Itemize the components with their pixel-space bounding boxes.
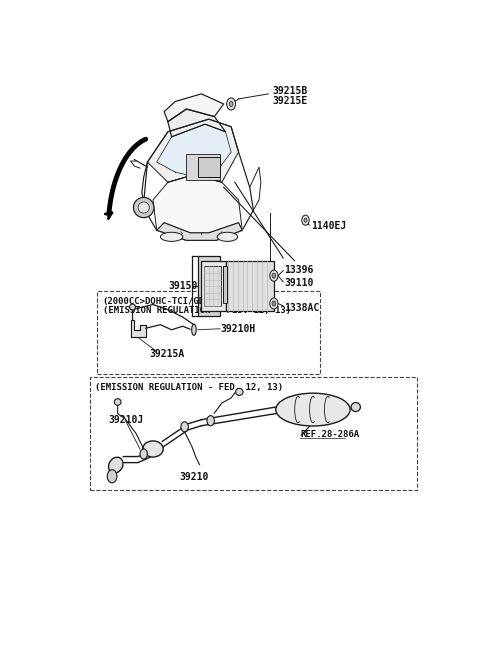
Circle shape xyxy=(270,298,278,309)
Polygon shape xyxy=(156,222,242,240)
Bar xyxy=(204,266,221,306)
Bar xyxy=(223,266,228,304)
Text: 39150: 39150 xyxy=(168,281,197,291)
Ellipse shape xyxy=(276,393,350,426)
Polygon shape xyxy=(156,124,231,177)
Ellipse shape xyxy=(236,388,243,396)
Circle shape xyxy=(272,301,276,306)
Ellipse shape xyxy=(351,403,360,411)
Circle shape xyxy=(270,270,278,281)
Circle shape xyxy=(229,102,233,106)
Text: (EMISSION REGULATION - FED. 12, 13): (EMISSION REGULATION - FED. 12, 13) xyxy=(103,306,291,315)
Text: (2000CC>DOHC-TCI/GDI): (2000CC>DOHC-TCI/GDI) xyxy=(103,297,216,306)
Ellipse shape xyxy=(160,232,183,241)
Circle shape xyxy=(181,422,188,432)
Text: 1140EJ: 1140EJ xyxy=(311,221,347,231)
Text: 39210H: 39210H xyxy=(220,324,255,334)
Circle shape xyxy=(140,449,147,459)
Bar xyxy=(202,260,226,311)
Text: 39215B: 39215B xyxy=(272,87,307,96)
Text: (EMISSION REGULATION - FED. 12, 13): (EMISSION REGULATION - FED. 12, 13) xyxy=(96,383,284,392)
Ellipse shape xyxy=(114,399,121,405)
Bar xyxy=(97,291,321,374)
Circle shape xyxy=(107,470,117,483)
Bar xyxy=(198,157,220,177)
Bar xyxy=(186,154,220,180)
Polygon shape xyxy=(168,109,226,137)
Circle shape xyxy=(302,215,309,225)
Circle shape xyxy=(272,273,276,278)
Ellipse shape xyxy=(130,304,135,310)
Polygon shape xyxy=(131,319,145,337)
Text: 39210: 39210 xyxy=(179,472,209,482)
Ellipse shape xyxy=(143,441,163,457)
Bar xyxy=(226,260,274,311)
Bar xyxy=(198,255,220,316)
Circle shape xyxy=(207,416,215,426)
Ellipse shape xyxy=(133,197,154,218)
Polygon shape xyxy=(153,174,242,240)
Circle shape xyxy=(304,218,307,222)
Text: 39210J: 39210J xyxy=(108,415,144,425)
Ellipse shape xyxy=(138,202,149,213)
Text: 39215A: 39215A xyxy=(149,349,184,359)
Text: 1338AC: 1338AC xyxy=(284,302,320,312)
Ellipse shape xyxy=(192,324,196,335)
Polygon shape xyxy=(147,119,239,182)
Text: 13396: 13396 xyxy=(284,264,314,275)
Text: 39215E: 39215E xyxy=(272,96,307,106)
Ellipse shape xyxy=(108,457,123,473)
Text: 39110: 39110 xyxy=(284,277,314,288)
Polygon shape xyxy=(164,94,224,121)
Bar xyxy=(90,377,417,491)
Text: REF.28-286A: REF.28-286A xyxy=(300,430,359,440)
Circle shape xyxy=(227,98,236,110)
Ellipse shape xyxy=(217,232,238,241)
